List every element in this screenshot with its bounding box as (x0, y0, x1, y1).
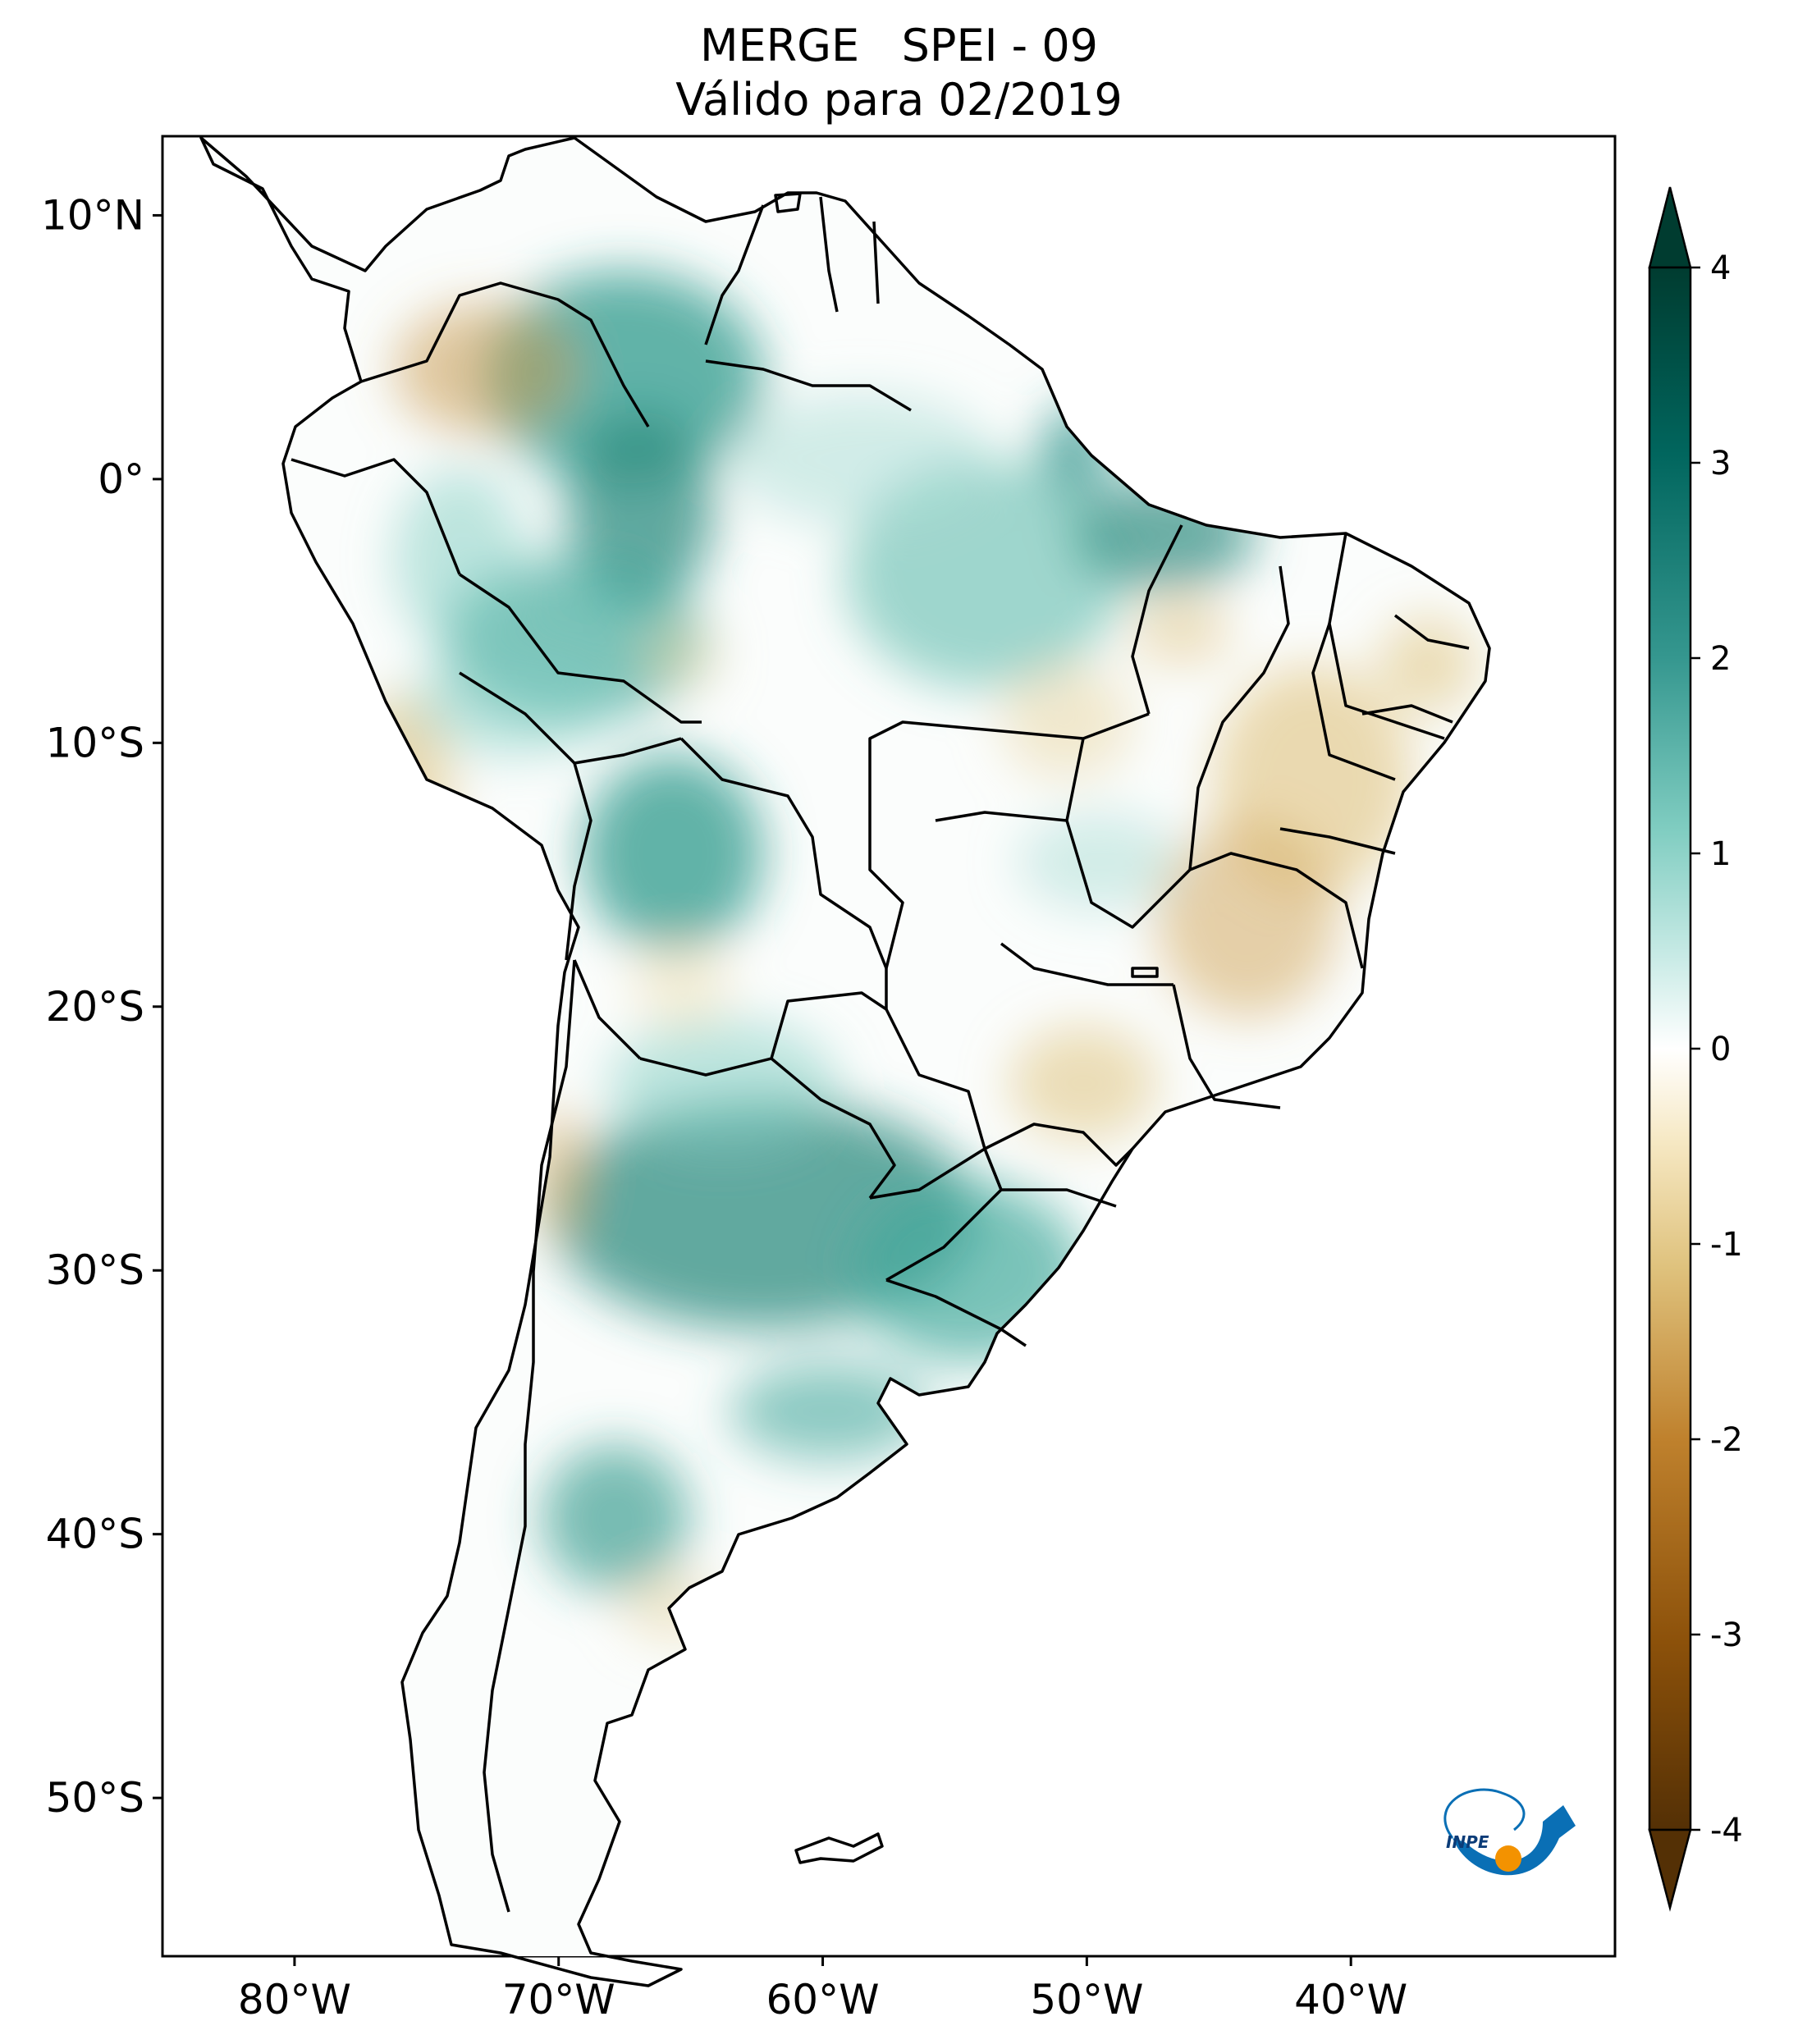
lat-tick-label: 0° (98, 455, 144, 503)
colorbar-extend-max (1648, 186, 1692, 269)
map-subtitle: Válido para 02/2019 (675, 74, 1123, 126)
latitude-axis: 10°N 0° 10°S 20°S 30°S 40°S 50°S (41, 191, 162, 1822)
inpe-logo-swoosh (1453, 1805, 1576, 1876)
lat-tick-label: 40°S (46, 1511, 144, 1558)
colorbar: 4 3 2 1 0 -1 -2 -3 -4 (1648, 186, 1743, 1912)
falkland-islands (794, 1832, 884, 1864)
longitude-axis: 80°W 70°W 60°W 50°W 40°W (238, 1956, 1407, 2023)
colorbar-ticks: 4 3 2 1 0 -1 -2 -3 -4 (1690, 249, 1743, 1850)
colorbar-extend-min (1648, 1828, 1692, 1912)
colorbar-tick-label: 4 (1710, 249, 1731, 287)
lat-tick-label: 10°S (46, 719, 144, 766)
inpe-logo-text: INPE (1446, 1832, 1489, 1852)
inpe-logo: INPE (1443, 1788, 1576, 1876)
lon-tick-label: 50°W (1030, 1976, 1143, 2023)
colorbar-tick-label: 3 (1710, 445, 1731, 482)
lon-tick-label: 60°W (766, 1976, 880, 2023)
colorbar-tick-label: -2 (1710, 1421, 1743, 1459)
lat-tick-label: 10°N (41, 191, 144, 239)
map-title: MERGE SPEI - 09 (699, 20, 1099, 71)
lon-tick-label: 80°W (238, 1976, 351, 2023)
colorbar-tick-label: -1 (1710, 1226, 1743, 1264)
lon-tick-label: 70°W (502, 1976, 615, 2023)
colorbar-bar (1648, 266, 1692, 1831)
colorbar-tick-label: 2 (1710, 640, 1731, 678)
country-boundaries (199, 136, 1491, 1987)
lat-tick-label: 20°S (46, 983, 144, 1031)
colorbar-tick-label: -3 (1710, 1616, 1743, 1654)
lon-tick-label: 40°W (1294, 1976, 1407, 2023)
lat-tick-label: 30°S (46, 1246, 144, 1294)
colorbar-tick-label: -4 (1710, 1812, 1743, 1850)
inpe-logo-dot (1495, 1845, 1521, 1872)
lat-tick-label: 50°S (46, 1774, 144, 1822)
colorbar-tick-label: 1 (1710, 835, 1731, 873)
colorbar-tick-label: 0 (1710, 1031, 1731, 1068)
